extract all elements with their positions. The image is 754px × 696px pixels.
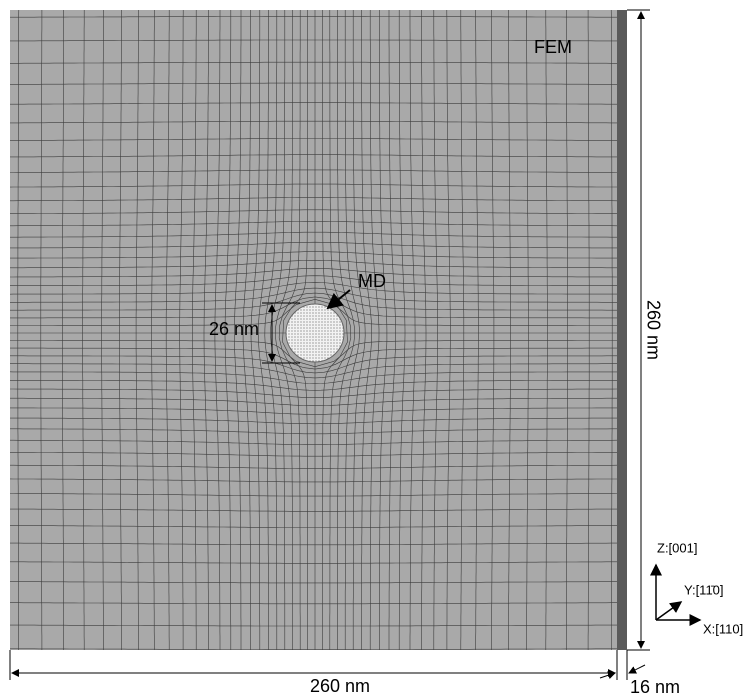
height-label: 260 nm: [643, 300, 663, 360]
y-axis-label: Y:[11̄0]: [684, 582, 724, 597]
md-region: [286, 304, 344, 362]
y-axis: [656, 602, 681, 620]
width-label: 260 nm: [310, 676, 370, 696]
thickness-label: 16 nm: [630, 677, 680, 696]
thickness-arrow: [600, 673, 615, 678]
z-axis-label: Z:[001]: [657, 540, 697, 555]
md-label: MD: [358, 271, 386, 291]
mesh-line: [0, 674, 641, 675]
fem-label: FEM: [534, 37, 572, 57]
thin-layer: [617, 10, 627, 650]
diameter-label: 26 nm: [209, 319, 259, 339]
thickness-arrow: [629, 665, 645, 673]
x-axis-label: X:[110]: [703, 621, 743, 636]
mesh-line: [636, 0, 637, 681]
diagram: FEM MD 26 nm 260 nm 260 nm 16 nm Z:[001]…: [0, 0, 754, 696]
